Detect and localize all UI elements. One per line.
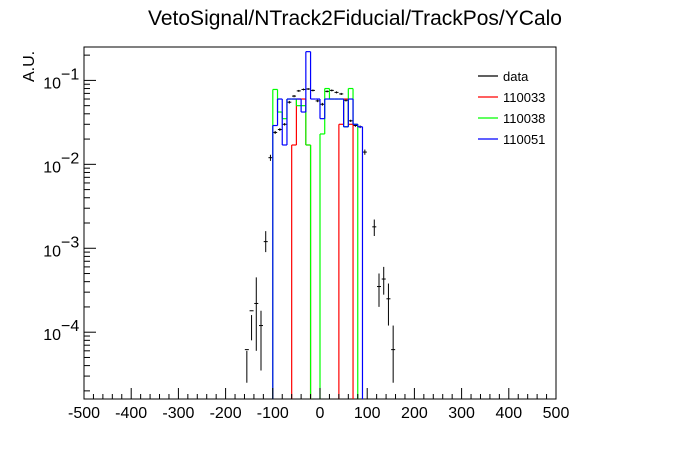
legend-label-110051: 110051 bbox=[503, 132, 545, 147]
legend: data 110033 110038 110051 bbox=[478, 69, 545, 147]
x-tick-label: -500 bbox=[68, 405, 100, 422]
y-tick-label-mantissa: 10 bbox=[43, 327, 61, 344]
x-tick-label: 200 bbox=[401, 405, 428, 422]
y-tick-label-mantissa: 10 bbox=[43, 243, 61, 260]
x-tick-label: -300 bbox=[162, 405, 194, 422]
series-data bbox=[244, 88, 396, 383]
x-tick-label: -100 bbox=[257, 405, 289, 422]
y-tick-label-exponent: −3 bbox=[61, 234, 79, 251]
x-tick-label: -400 bbox=[115, 405, 147, 422]
legend-label-data: data bbox=[503, 69, 529, 84]
x-tick-label: 500 bbox=[543, 405, 570, 422]
legend-label-110033: 110033 bbox=[503, 90, 545, 105]
y-axis-title: A.U. bbox=[21, 51, 38, 82]
axes-layer: -500 -400 -300 -200 -100 0 100 200 300 400 50010−1… bbox=[43, 54, 570, 422]
x-tick-label: 400 bbox=[495, 405, 522, 422]
x-tick-label: 300 bbox=[448, 405, 475, 422]
x-tick-label: 0 bbox=[316, 405, 325, 422]
x-tick-label: 100 bbox=[354, 405, 381, 422]
x-tick-label: -200 bbox=[210, 405, 242, 422]
y-tick-label-mantissa: 10 bbox=[43, 75, 61, 92]
y-tick-label-exponent: −2 bbox=[61, 150, 79, 167]
chart-title: VetoSignal/NTrack2Fiducial/TrackPos/YCal… bbox=[148, 7, 562, 30]
y-tick-label-exponent: −4 bbox=[61, 318, 79, 335]
y-tick-label-mantissa: 10 bbox=[43, 159, 61, 176]
series-110051 bbox=[272, 51, 364, 399]
legend-label-110038: 110038 bbox=[503, 111, 545, 126]
series-layer bbox=[244, 51, 396, 399]
y-tick-label-exponent: −1 bbox=[61, 66, 79, 83]
